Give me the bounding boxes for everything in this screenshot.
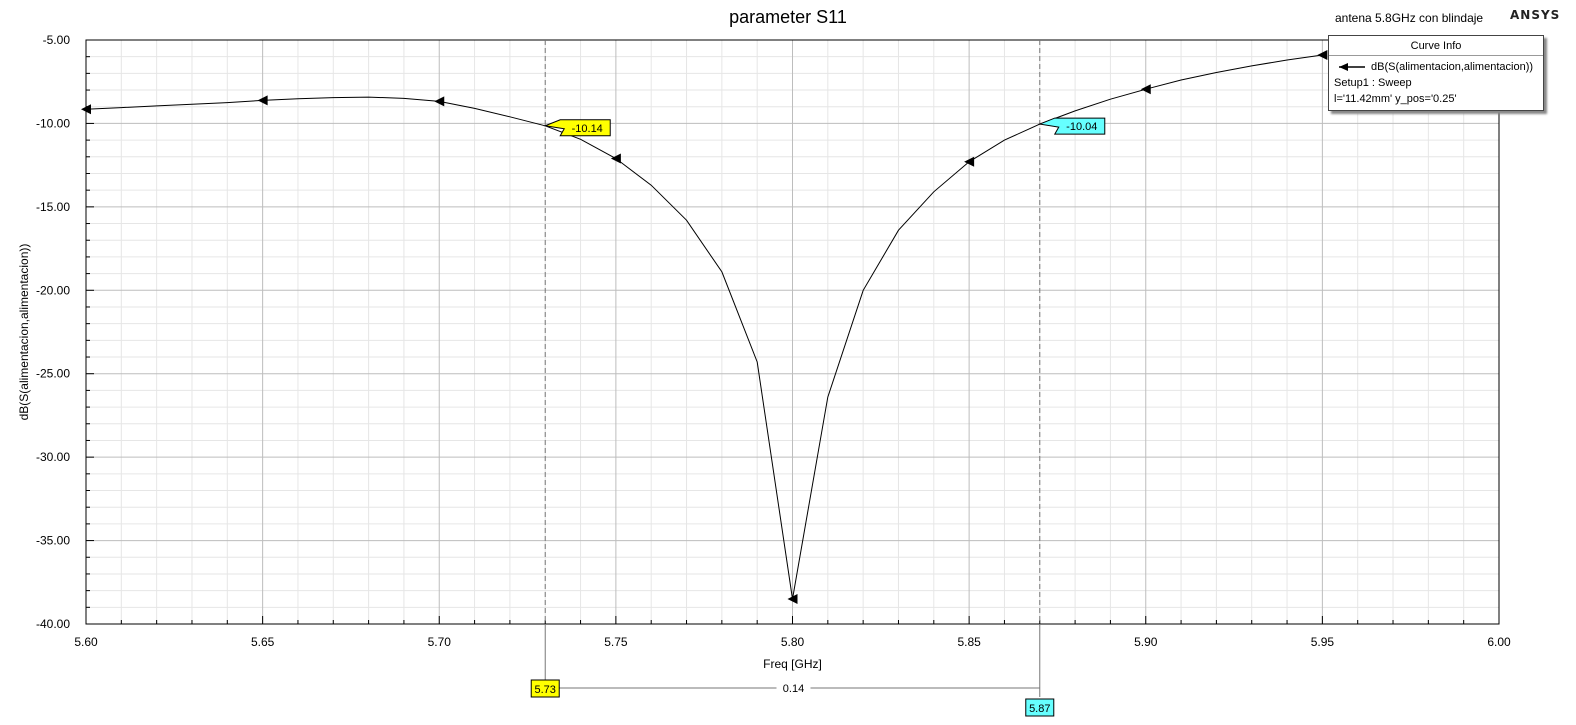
- x-tick-label: 5.85: [957, 635, 981, 649]
- series-point-arrow: [964, 156, 975, 167]
- x-axis-label: Freq [GHz]: [763, 657, 822, 671]
- marker-x-tag-m1: [530, 679, 560, 698]
- series-line: [85, 54, 1323, 600]
- y-tick-label: -5.00: [43, 33, 71, 47]
- x-tick-label: 5.65: [251, 635, 275, 649]
- marker-x-label-m1: 5.73: [535, 684, 556, 696]
- marker-value-label-m1: -10.14: [572, 123, 603, 135]
- series-group: [81, 50, 1328, 604]
- y-axis-label: dB(S(alimentacion,alimentacion)): [17, 244, 31, 421]
- legend-params: l='11.42mm' y_pos='0.25': [1334, 93, 1457, 105]
- marker-value-tag-m1: [543, 119, 611, 137]
- x-tick-label: 5.80: [781, 635, 805, 649]
- series-point-arrow: [1317, 50, 1328, 61]
- marker-lines: 0.14: [544, 40, 1041, 697]
- delta-label-bg: [776, 680, 811, 695]
- x-tick-label: 5.90: [1134, 635, 1158, 649]
- ansys-logo: ANSYS: [1510, 8, 1561, 22]
- series-point-arrow: [610, 153, 621, 164]
- marker-value-label-m2: -10.04: [1066, 121, 1097, 133]
- y-tick-label: -40.00: [36, 617, 70, 631]
- marker-tags[interactable]: -10.14 -10.04 5.73 5.87: [530, 117, 1106, 717]
- legend-series-label: dB(S(alimentacion,alimentacion)): [1371, 61, 1534, 73]
- legend-title: Curve Info: [1329, 36, 1543, 56]
- curve-info-legend[interactable]: Curve Info dB(S(alimentacion,alimentacio…: [1328, 35, 1544, 111]
- y-tick-label: -25.00: [36, 367, 70, 381]
- y-tick-label: -30.00: [36, 450, 70, 464]
- chart-title: parameter S11: [729, 7, 847, 27]
- marker-value-tag-m2: [1037, 117, 1106, 135]
- delta-label: 0.14: [783, 683, 804, 695]
- y-tick-label: -35.00: [36, 534, 70, 548]
- marker-x-tag-m2: [1025, 698, 1055, 717]
- axis-ticks: [85, 39, 1500, 625]
- series-point-arrow: [787, 593, 798, 604]
- legend-line-arrow-icon: [1339, 63, 1365, 71]
- marker-x-label-m2: 5.87: [1029, 703, 1050, 715]
- legend-setup: Setup1 : Sweep: [1334, 77, 1412, 89]
- project-name: antena 5.8GHz con blindaje: [1335, 11, 1484, 25]
- series-point-arrow: [257, 95, 268, 106]
- y-tick-label: -10.00: [36, 116, 70, 130]
- legend-series-entry[interactable]: dB(S(alimentacion,alimentacion)): [1329, 59, 1543, 75]
- x-tick-label: 5.75: [604, 635, 628, 649]
- x-tick-label: 5.95: [1311, 635, 1335, 649]
- x-tick-label: 5.60: [74, 635, 98, 649]
- series-point-arrow: [81, 104, 91, 115]
- series-point-arrow: [1140, 84, 1151, 95]
- x-tick-label: 6.00: [1487, 635, 1511, 649]
- x-tick-label: 5.70: [428, 635, 452, 649]
- series-point-arrow: [434, 96, 445, 107]
- y-tick-label: -15.00: [36, 200, 70, 214]
- x-tick-labels: 5.60 5.65 5.70 5.75 5.80 5.85 5.90 5.95 6.00: [74, 635, 1511, 649]
- y-tick-labels: -5.00 -10.00 -15.00 -20.00 -25.00 -30.00 -35.0…: [36, 33, 70, 631]
- y-tick-label: -20.00: [36, 283, 70, 297]
